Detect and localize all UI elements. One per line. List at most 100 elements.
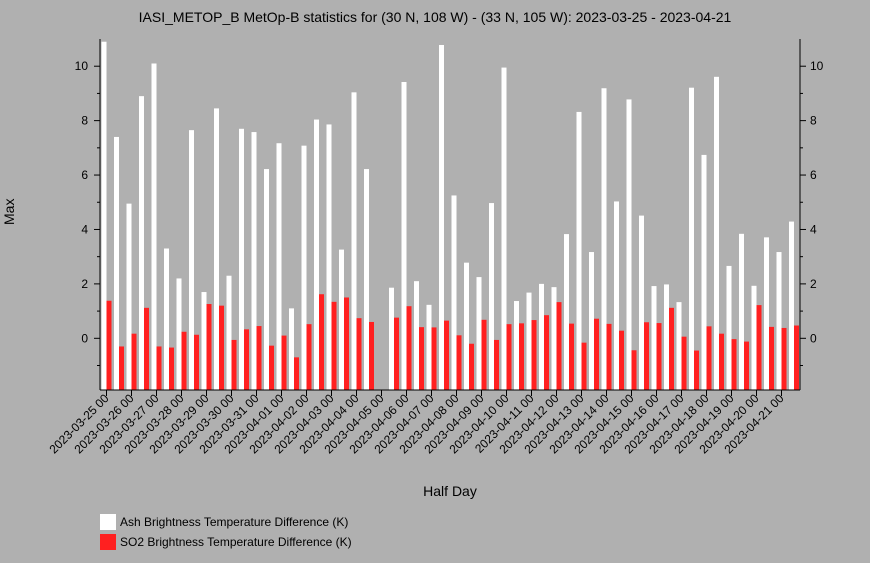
ash-bar bbox=[451, 195, 457, 390]
y-tick-label-right: 0 bbox=[810, 331, 817, 345]
ash-bar bbox=[301, 145, 307, 390]
so2-bar bbox=[231, 339, 237, 390]
y-tick-label-right: 10 bbox=[810, 59, 824, 73]
so2-bar bbox=[181, 331, 187, 390]
y-tick-label-right: 2 bbox=[810, 277, 817, 291]
so2-bar bbox=[644, 322, 649, 390]
so2-bar bbox=[756, 305, 762, 390]
legend-item-so2: SO2 Brightness Temperature Difference (K… bbox=[100, 532, 352, 552]
ash-bar bbox=[139, 96, 144, 391]
so2-bar bbox=[544, 315, 549, 390]
so2-bar bbox=[556, 302, 562, 390]
ash-bar bbox=[201, 292, 207, 390]
ash-bar bbox=[176, 278, 182, 390]
ash-bar bbox=[351, 92, 357, 390]
y-tick-label-right: 8 bbox=[810, 114, 817, 128]
ash-bar bbox=[476, 277, 482, 390]
ash-bar bbox=[526, 292, 532, 390]
ash-bar bbox=[464, 262, 469, 390]
so2-bar bbox=[419, 327, 424, 390]
so2-bar bbox=[281, 335, 287, 390]
ash-bar bbox=[364, 169, 369, 390]
y-tick-label-right: 4 bbox=[810, 222, 817, 236]
ash-bar bbox=[339, 249, 344, 390]
ash-bar bbox=[576, 111, 582, 390]
legend-label-ash: Ash Brightness Temperature Difference (K… bbox=[120, 515, 349, 529]
so2-bar bbox=[194, 334, 199, 390]
so2-bar bbox=[794, 325, 799, 390]
y-tick-label-right: 6 bbox=[810, 168, 817, 182]
ash-bar bbox=[664, 284, 669, 390]
so2-bar bbox=[306, 324, 312, 390]
so2-bar bbox=[744, 341, 749, 390]
so2-bar bbox=[256, 326, 262, 390]
ash-bar bbox=[226, 275, 232, 390]
ash-bar bbox=[551, 287, 557, 390]
ash-bar bbox=[251, 132, 257, 390]
ash-bar bbox=[689, 87, 694, 390]
so2-bar bbox=[369, 321, 374, 390]
y-tick-label-left: 10 bbox=[75, 59, 89, 73]
so2-bar bbox=[531, 320, 537, 390]
ash-bar bbox=[614, 201, 619, 390]
ash-bar bbox=[214, 108, 219, 390]
ash-bar bbox=[626, 99, 632, 390]
so2-bar bbox=[431, 327, 437, 390]
so2-bar bbox=[669, 307, 674, 390]
ash-bar bbox=[489, 203, 494, 390]
ash-bar bbox=[189, 130, 194, 390]
so2-bar bbox=[631, 350, 637, 390]
so2-bar bbox=[706, 326, 712, 390]
ash-bar bbox=[289, 308, 294, 390]
so2-bar bbox=[519, 323, 524, 390]
so2-bar bbox=[106, 300, 112, 390]
so2-bar bbox=[619, 330, 624, 390]
ash-bar bbox=[751, 285, 757, 390]
ash-bar bbox=[426, 304, 432, 390]
chart-title: IASI_METOP_B MetOp-B statistics for (30 … bbox=[138, 9, 732, 25]
so2-bar bbox=[394, 317, 399, 390]
ash-bar bbox=[126, 203, 132, 390]
so2-bar bbox=[319, 294, 324, 390]
ash-bar bbox=[389, 287, 394, 390]
so2-bar bbox=[719, 333, 724, 390]
so2-bar bbox=[331, 301, 337, 390]
legend-swatch-so2 bbox=[100, 534, 116, 550]
y-tick-label-left: 0 bbox=[81, 331, 88, 345]
so2-bar bbox=[481, 319, 487, 390]
ash-bar bbox=[701, 154, 707, 390]
ash-bar bbox=[514, 301, 519, 390]
so2-bar bbox=[656, 323, 662, 390]
so2-bar bbox=[269, 345, 274, 390]
so2-bar bbox=[244, 329, 249, 390]
x-axis-label: Half Day bbox=[423, 483, 477, 499]
ash-bar bbox=[276, 143, 282, 390]
ash-bar bbox=[564, 234, 569, 390]
so2-bar bbox=[144, 307, 149, 390]
y-tick-label-left: 8 bbox=[81, 114, 88, 128]
so2-bar bbox=[356, 318, 362, 390]
ash-bar bbox=[789, 221, 794, 390]
ash-bar bbox=[264, 169, 269, 390]
ash-bar bbox=[601, 88, 607, 390]
so2-bar bbox=[606, 323, 612, 390]
y-axis-label: Max bbox=[1, 198, 17, 225]
so2-bar bbox=[681, 336, 687, 390]
ash-bar bbox=[401, 81, 407, 391]
y-tick-label-left: 2 bbox=[81, 277, 88, 291]
so2-bar bbox=[294, 357, 299, 390]
ash-bar bbox=[414, 281, 419, 390]
so2-bar bbox=[506, 324, 512, 390]
y-tick-label-left: 4 bbox=[81, 222, 88, 236]
so2-bar bbox=[406, 306, 412, 390]
so2-bar bbox=[206, 304, 212, 390]
so2-bar bbox=[594, 318, 599, 390]
ash-bar bbox=[639, 215, 644, 390]
so2-bar bbox=[169, 347, 174, 390]
ash-bar bbox=[314, 119, 319, 390]
so2-bar bbox=[119, 346, 124, 390]
ash-bar bbox=[726, 265, 732, 390]
ash-bar bbox=[114, 136, 119, 390]
ash-bar bbox=[651, 286, 657, 390]
so2-bar bbox=[469, 343, 474, 390]
